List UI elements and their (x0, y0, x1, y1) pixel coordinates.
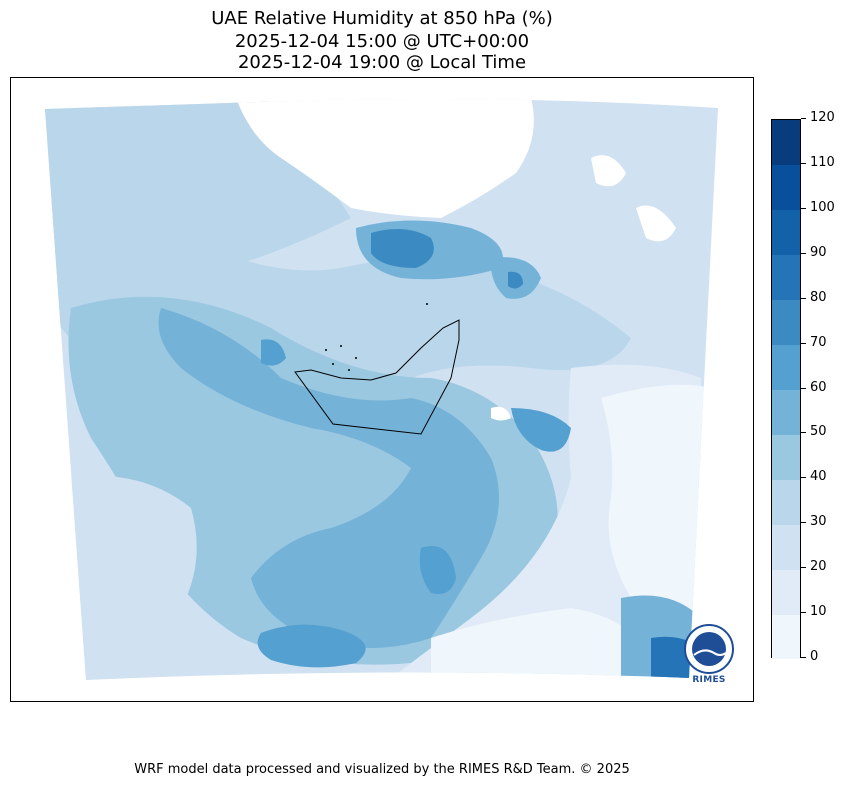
missing-data-spot-2 (636, 205, 676, 242)
colorbar-tick-label: 120 (810, 110, 835, 125)
uae-border (294, 319, 460, 435)
colorbar-band (772, 120, 800, 166)
field-blob-north-b (371, 229, 434, 268)
field-band-20-30-sw (71, 476, 197, 678)
rimes-logo: RIMES (680, 623, 738, 689)
colorbar-band (772, 389, 800, 435)
field-band-60-70-b (419, 546, 456, 594)
colorbar-tick-mark (801, 388, 806, 389)
colorbar-band (772, 299, 800, 346)
colorbar-tick-mark (801, 657, 806, 658)
colorbar-tick-mark (801, 163, 806, 164)
colorbar-tick-mark (801, 118, 806, 119)
colorbar-tick-label: 100 (810, 200, 835, 215)
missing-data-spot-1 (591, 155, 626, 187)
colorbar-tick-label: 50 (810, 424, 827, 439)
colorbar-tick-label: 90 (810, 245, 827, 260)
colorbar-band (772, 614, 800, 660)
colorbar-band (772, 569, 800, 615)
colorbar-tick-label: 70 (810, 335, 827, 350)
plot-title-line-3: 2025-12-04 19:00 @ Local Time (237, 52, 527, 73)
field-band-0-10 (601, 384, 711, 638)
colorbar-tick-label: 20 (810, 559, 827, 574)
colorbar-tick-mark (801, 477, 806, 478)
colorbar-tick-mark (801, 343, 806, 344)
map-frame (10, 77, 754, 702)
colorbar-tick-mark (801, 522, 806, 523)
rimes-logo-text: RIMES (692, 675, 726, 685)
field-band-60-70 (257, 624, 366, 668)
colorbar-tick-mark (801, 253, 806, 254)
colorbar-tick-label: 10 (810, 604, 827, 619)
field-blob-north-d (508, 271, 523, 289)
plot-title-line-2: 2025-12-04 15:00 @ UTC+00:00 (234, 31, 530, 52)
missing-data-region (236, 99, 534, 218)
colorbar-tick-mark (801, 432, 806, 433)
uae-islands (325, 303, 428, 371)
field-blob-east (511, 408, 571, 452)
colorbar-tick-label: 80 (810, 290, 827, 305)
colorbar-band (772, 344, 800, 390)
colorbar-tick-label: 30 (810, 514, 827, 529)
colorbar-tick-mark (801, 208, 806, 209)
colorbar-tick-mark (801, 298, 806, 299)
colorbar-tick-mark (801, 612, 806, 613)
rimes-logo-icon (684, 624, 734, 674)
colorbar-tick-label: 60 (810, 380, 827, 395)
plot-title-line-1: UAE Relative Humidity at 850 hPa (%) (211, 8, 553, 29)
colorbar-tick-mark (801, 567, 806, 568)
humidity-map (45, 99, 718, 680)
footer-credit: WRF model data processed and visualized … (134, 762, 630, 777)
colorbar-band (772, 434, 800, 480)
colorbar-band (772, 479, 800, 525)
colorbar-band (772, 164, 800, 211)
colorbar-tick-label: 0 (810, 649, 819, 664)
field-blob-west (261, 339, 286, 366)
colorbar-band (772, 254, 800, 301)
missing-data-spot-3 (491, 406, 511, 421)
field-band-50-60 (158, 308, 499, 648)
colorbar-tick-label: 40 (810, 469, 827, 484)
colorbar-band (772, 524, 800, 570)
colorbar (771, 119, 801, 660)
colorbar-tick-label: 110 (810, 155, 835, 170)
field-band-0-10-b (431, 608, 651, 678)
colorbar-band (772, 209, 800, 256)
